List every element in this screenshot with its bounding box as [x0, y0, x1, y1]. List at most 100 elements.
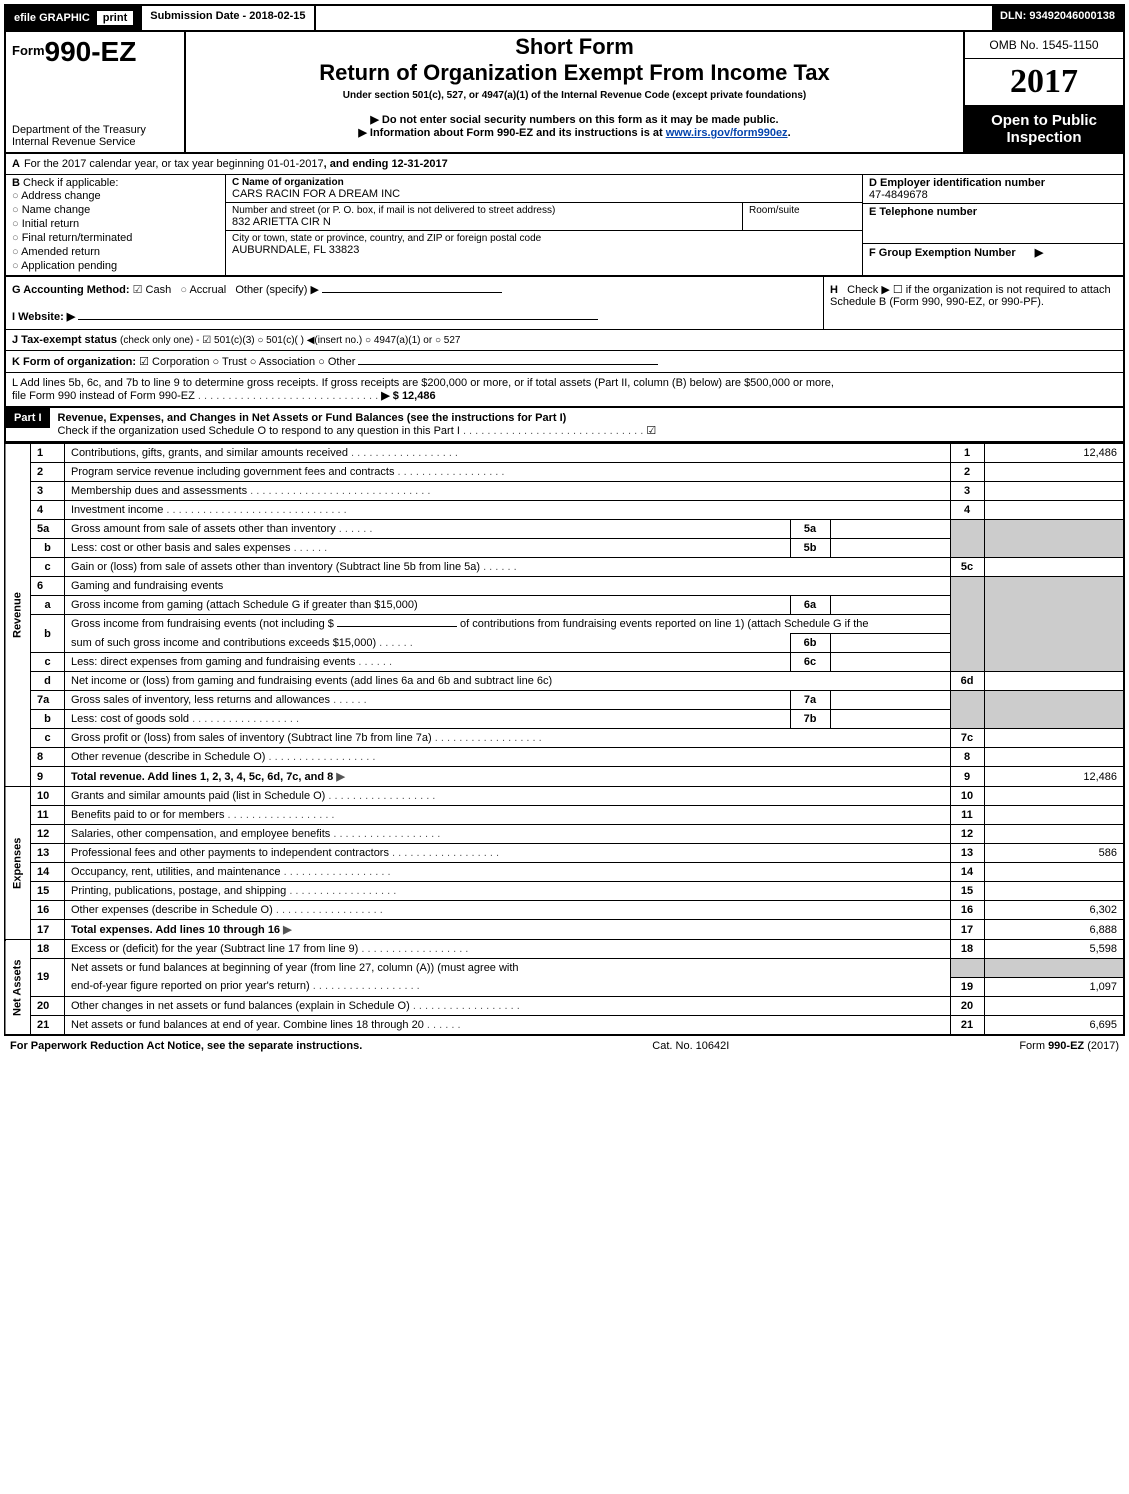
n7c: c: [31, 729, 65, 748]
b2: 2: [950, 463, 984, 482]
t10-text: Grants and similar amounts paid (list in…: [71, 790, 325, 802]
cb-amended-return[interactable]: Amended return: [12, 245, 219, 259]
row-21: 21 Net assets or fund balances at end of…: [5, 1015, 1124, 1035]
grey-5ab-v: [984, 520, 1124, 558]
v1: 12,486: [984, 444, 1124, 463]
t6b-blank[interactable]: [337, 626, 457, 627]
room-cell: Room/suite: [742, 203, 862, 230]
row-11: 11 Benefits paid to or for members 11: [5, 806, 1124, 825]
t1-text: Contributions, gifts, grants, and simila…: [71, 447, 458, 459]
part1-title: Revenue, Expenses, and Changes in Net As…: [58, 412, 567, 424]
b15: 15: [950, 882, 984, 901]
cb-initial-return[interactable]: Initial return: [12, 217, 219, 231]
grey-19-v: [984, 959, 1124, 978]
t8: Other revenue (describe in Schedule O): [65, 748, 951, 767]
org-info-block: A For the 2017 calendar year, or tax yea…: [4, 154, 1125, 277]
ib7b: 7b: [790, 710, 830, 729]
efile-graphic-label: efile GRAPHIC print: [6, 6, 142, 30]
b4: 4: [950, 501, 984, 520]
t20-text: Other changes in net assets or fund bala…: [71, 1000, 410, 1012]
dln-label: DLN: 93492046000138: [992, 6, 1123, 30]
part1-title-block: Revenue, Expenses, and Changes in Net As…: [50, 408, 665, 441]
row-19a: 19 Net assets or fund balances at beginn…: [5, 959, 1124, 978]
under-section-text: Under section 501(c), 527, or 4947(a)(1)…: [186, 86, 963, 109]
b21: 21: [950, 1015, 984, 1035]
k-text: ☑ Corporation ○ Trust ○ Association ○ Ot…: [139, 356, 355, 368]
cb-final-return[interactable]: Final return/terminated: [12, 231, 219, 245]
row-12: 12 Salaries, other compensation, and emp…: [5, 825, 1124, 844]
print-button[interactable]: print: [96, 10, 134, 26]
iv5a: [830, 520, 950, 539]
a-ending: , and ending 12-31-2017: [324, 158, 448, 170]
t19b: end-of-year figure reported on prior yea…: [65, 977, 951, 996]
t5b-text: Less: cost or other basis and sales expe…: [71, 542, 327, 554]
t13-dots: [389, 847, 499, 859]
b19: 19: [950, 977, 984, 996]
t9-arrow: [333, 771, 345, 783]
t6b-sum: sum of such gross income and contributio…: [71, 637, 413, 649]
row-a: A For the 2017 calendar year, or tax yea…: [6, 154, 1123, 174]
v12: [984, 825, 1124, 844]
n18: 18: [31, 940, 65, 959]
e-label: E Telephone number: [869, 206, 1117, 218]
omb-number: OMB No. 1545-1150: [965, 32, 1123, 59]
n5b: b: [31, 539, 65, 558]
cb-address-change[interactable]: Address change: [12, 189, 219, 203]
n16: 16: [31, 901, 65, 920]
n5a: 5a: [31, 520, 65, 539]
c-label: C Name of organization: [232, 177, 856, 188]
form990ez-link[interactable]: www.irs.gov/form990ez: [666, 127, 788, 139]
v7c: [984, 729, 1124, 748]
t16-dots: [273, 904, 383, 916]
cb-name-change[interactable]: Name change: [12, 203, 219, 217]
footer-mid: Cat. No. 10642I: [652, 1040, 729, 1052]
row-15: 15 Printing, publications, postage, and …: [5, 882, 1124, 901]
n14: 14: [31, 863, 65, 882]
h-label: H: [830, 284, 838, 296]
header-left: Form990-EZ Department of the Treasury In…: [6, 32, 186, 152]
g-cash[interactable]: Cash: [133, 284, 172, 296]
b1: 1: [950, 444, 984, 463]
t18-text: Excess or (deficit) for the year (Subtra…: [71, 943, 358, 955]
t12-text: Salaries, other compensation, and employ…: [71, 828, 330, 840]
info-period: .: [788, 127, 791, 139]
city-value: AUBURNDALE, FL 33823: [232, 244, 856, 256]
form-990ez: 990-EZ: [45, 36, 137, 67]
t20-dots: [410, 1000, 520, 1012]
department-block: Department of the Treasury Internal Reve…: [12, 124, 178, 148]
t3: Membership dues and assessments: [65, 482, 951, 501]
top-bar: efile GRAPHIC print Submission Date - 20…: [4, 4, 1125, 32]
v14: [984, 863, 1124, 882]
t7a: Gross sales of inventory, less returns a…: [65, 691, 791, 710]
b5c: 5c: [950, 558, 984, 577]
website-line[interactable]: [78, 319, 598, 320]
b11: 11: [950, 806, 984, 825]
col-c-address: C Name of organization CARS RACIN FOR A …: [226, 175, 863, 275]
lines-table: Revenue 1 Contributions, gifts, grants, …: [4, 443, 1125, 1036]
row-19b: end-of-year figure reported on prior yea…: [5, 977, 1124, 996]
part1-check-dots: [463, 425, 643, 437]
g-other[interactable]: Other (specify) ▶: [235, 284, 319, 296]
row-4: 4 Investment income 4: [5, 501, 1124, 520]
label-a: A: [12, 158, 20, 170]
row-13: 13 Professional fees and other payments …: [5, 844, 1124, 863]
t8-text: Other revenue (describe in Schedule O): [71, 751, 265, 763]
page-footer: For Paperwork Reduction Act Notice, see …: [4, 1036, 1125, 1052]
b-label-text: Check if applicable:: [23, 177, 118, 189]
t12: Salaries, other compensation, and employ…: [65, 825, 951, 844]
t7a-text: Gross sales of inventory, less returns a…: [71, 694, 367, 706]
k-other-line[interactable]: [358, 364, 658, 365]
cb-application-pending[interactable]: Application pending: [12, 259, 219, 273]
g-other-line[interactable]: [322, 292, 502, 293]
c-org-name: CARS RACIN FOR A DREAM INC: [232, 188, 856, 200]
t7c-dots: [432, 732, 542, 744]
b6d: 6d: [950, 672, 984, 691]
n6d: d: [31, 672, 65, 691]
n13: 13: [31, 844, 65, 863]
t8-dots: [265, 751, 375, 763]
t6b2: sum of such gross income and contributio…: [65, 634, 791, 653]
n7a: 7a: [31, 691, 65, 710]
t16: Other expenses (describe in Schedule O): [65, 901, 951, 920]
grey-6: [950, 577, 984, 672]
g-accrual[interactable]: Accrual: [180, 284, 226, 296]
